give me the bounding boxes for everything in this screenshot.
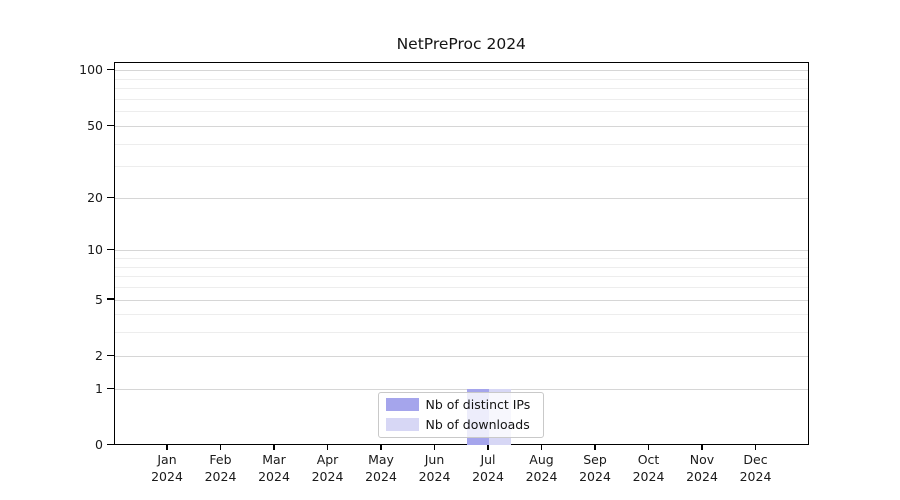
minor-gridline: [114, 143, 808, 145]
minor-gridline: [114, 98, 808, 100]
major-gridline: [114, 355, 808, 357]
minor-gridline: [114, 332, 808, 334]
y-tick-mark: [107, 443, 114, 446]
major-gridline: [114, 299, 808, 301]
x-tick-mark: [487, 445, 489, 450]
minor-gridline: [114, 166, 808, 168]
x-tick-mark: [326, 445, 329, 450]
y-tick-label: 0: [95, 437, 103, 452]
x-tick-label: Sep 2024: [579, 452, 611, 484]
distinct-ips-swatch-icon: [385, 398, 419, 411]
y-tick-label: 50: [87, 117, 103, 133]
y-tick-mark: [107, 196, 114, 198]
x-tick-label: Apr 2024: [311, 452, 344, 484]
y-tick-label: 1: [95, 380, 103, 396]
x-tick-mark: [273, 445, 275, 450]
major-gridline: [114, 70, 808, 72]
y-tick-mark: [107, 298, 114, 300]
x-tick-mark: [166, 445, 168, 450]
minor-gridline: [114, 266, 808, 268]
x-tick-mark: [647, 445, 650, 450]
minor-gridline: [114, 258, 808, 260]
downloads-swatch-icon: [385, 418, 419, 431]
minor-gridline: [114, 78, 808, 80]
x-tick-mark: [540, 445, 543, 450]
y-tick-label: 5: [95, 291, 103, 307]
legend-label-distinct-ips: Nb of distinct IPs: [425, 397, 531, 412]
major-gridline: [114, 197, 808, 199]
y-tick-label: 2: [95, 347, 103, 363]
x-tick-label: Dec 2024: [739, 452, 772, 484]
x-tick-mark: [594, 445, 596, 450]
y-tick-label: 100: [79, 62, 103, 78]
major-gridline: [114, 125, 808, 127]
x-tick-label: Nov 2024: [686, 452, 718, 484]
x-tick-mark: [219, 445, 222, 450]
legend-label-downloads: Nb of downloads: [425, 417, 530, 432]
major-gridline: [114, 250, 808, 252]
x-tick-label: Jan 2024: [151, 452, 183, 484]
major-gridline: [114, 388, 808, 390]
x-tick-label: Jul 2024: [472, 452, 504, 484]
x-tick-label: Feb 2024: [204, 452, 237, 484]
x-tick-mark: [754, 445, 757, 450]
x-tick-mark: [433, 445, 436, 450]
chart-title: NetPreProc 2024: [396, 35, 526, 53]
y-tick-mark: [107, 124, 114, 126]
y-tick-mark: [107, 69, 114, 71]
minor-gridline: [114, 314, 808, 316]
minor-gridline: [114, 287, 808, 289]
x-tick-label: Aug 2024: [525, 452, 558, 484]
x-tick-label: Oct 2024: [632, 452, 665, 484]
legend-entry-downloads: Nb of downloads: [385, 417, 535, 432]
x-tick-label: Jun 2024: [418, 452, 451, 484]
y-tick-mark: [107, 354, 114, 356]
minor-gridline: [114, 88, 808, 90]
minor-gridline: [114, 111, 808, 113]
x-tick-mark: [380, 445, 382, 450]
y-tick-mark: [107, 249, 114, 251]
y-tick-label: 20: [87, 189, 103, 205]
legend-entry-distinct-ips: Nb of distinct IPs: [385, 397, 535, 412]
y-tick-label: 10: [87, 242, 103, 258]
x-tick-label: Mar 2024: [258, 452, 290, 484]
y-tick-mark: [107, 387, 114, 389]
minor-gridline: [114, 276, 808, 278]
plot-area: [113, 61, 809, 445]
x-tick-label: May 2024: [365, 452, 397, 484]
x-tick-mark: [701, 445, 703, 450]
legend: Nb of distinct IPs Nb of downloads: [377, 391, 544, 438]
